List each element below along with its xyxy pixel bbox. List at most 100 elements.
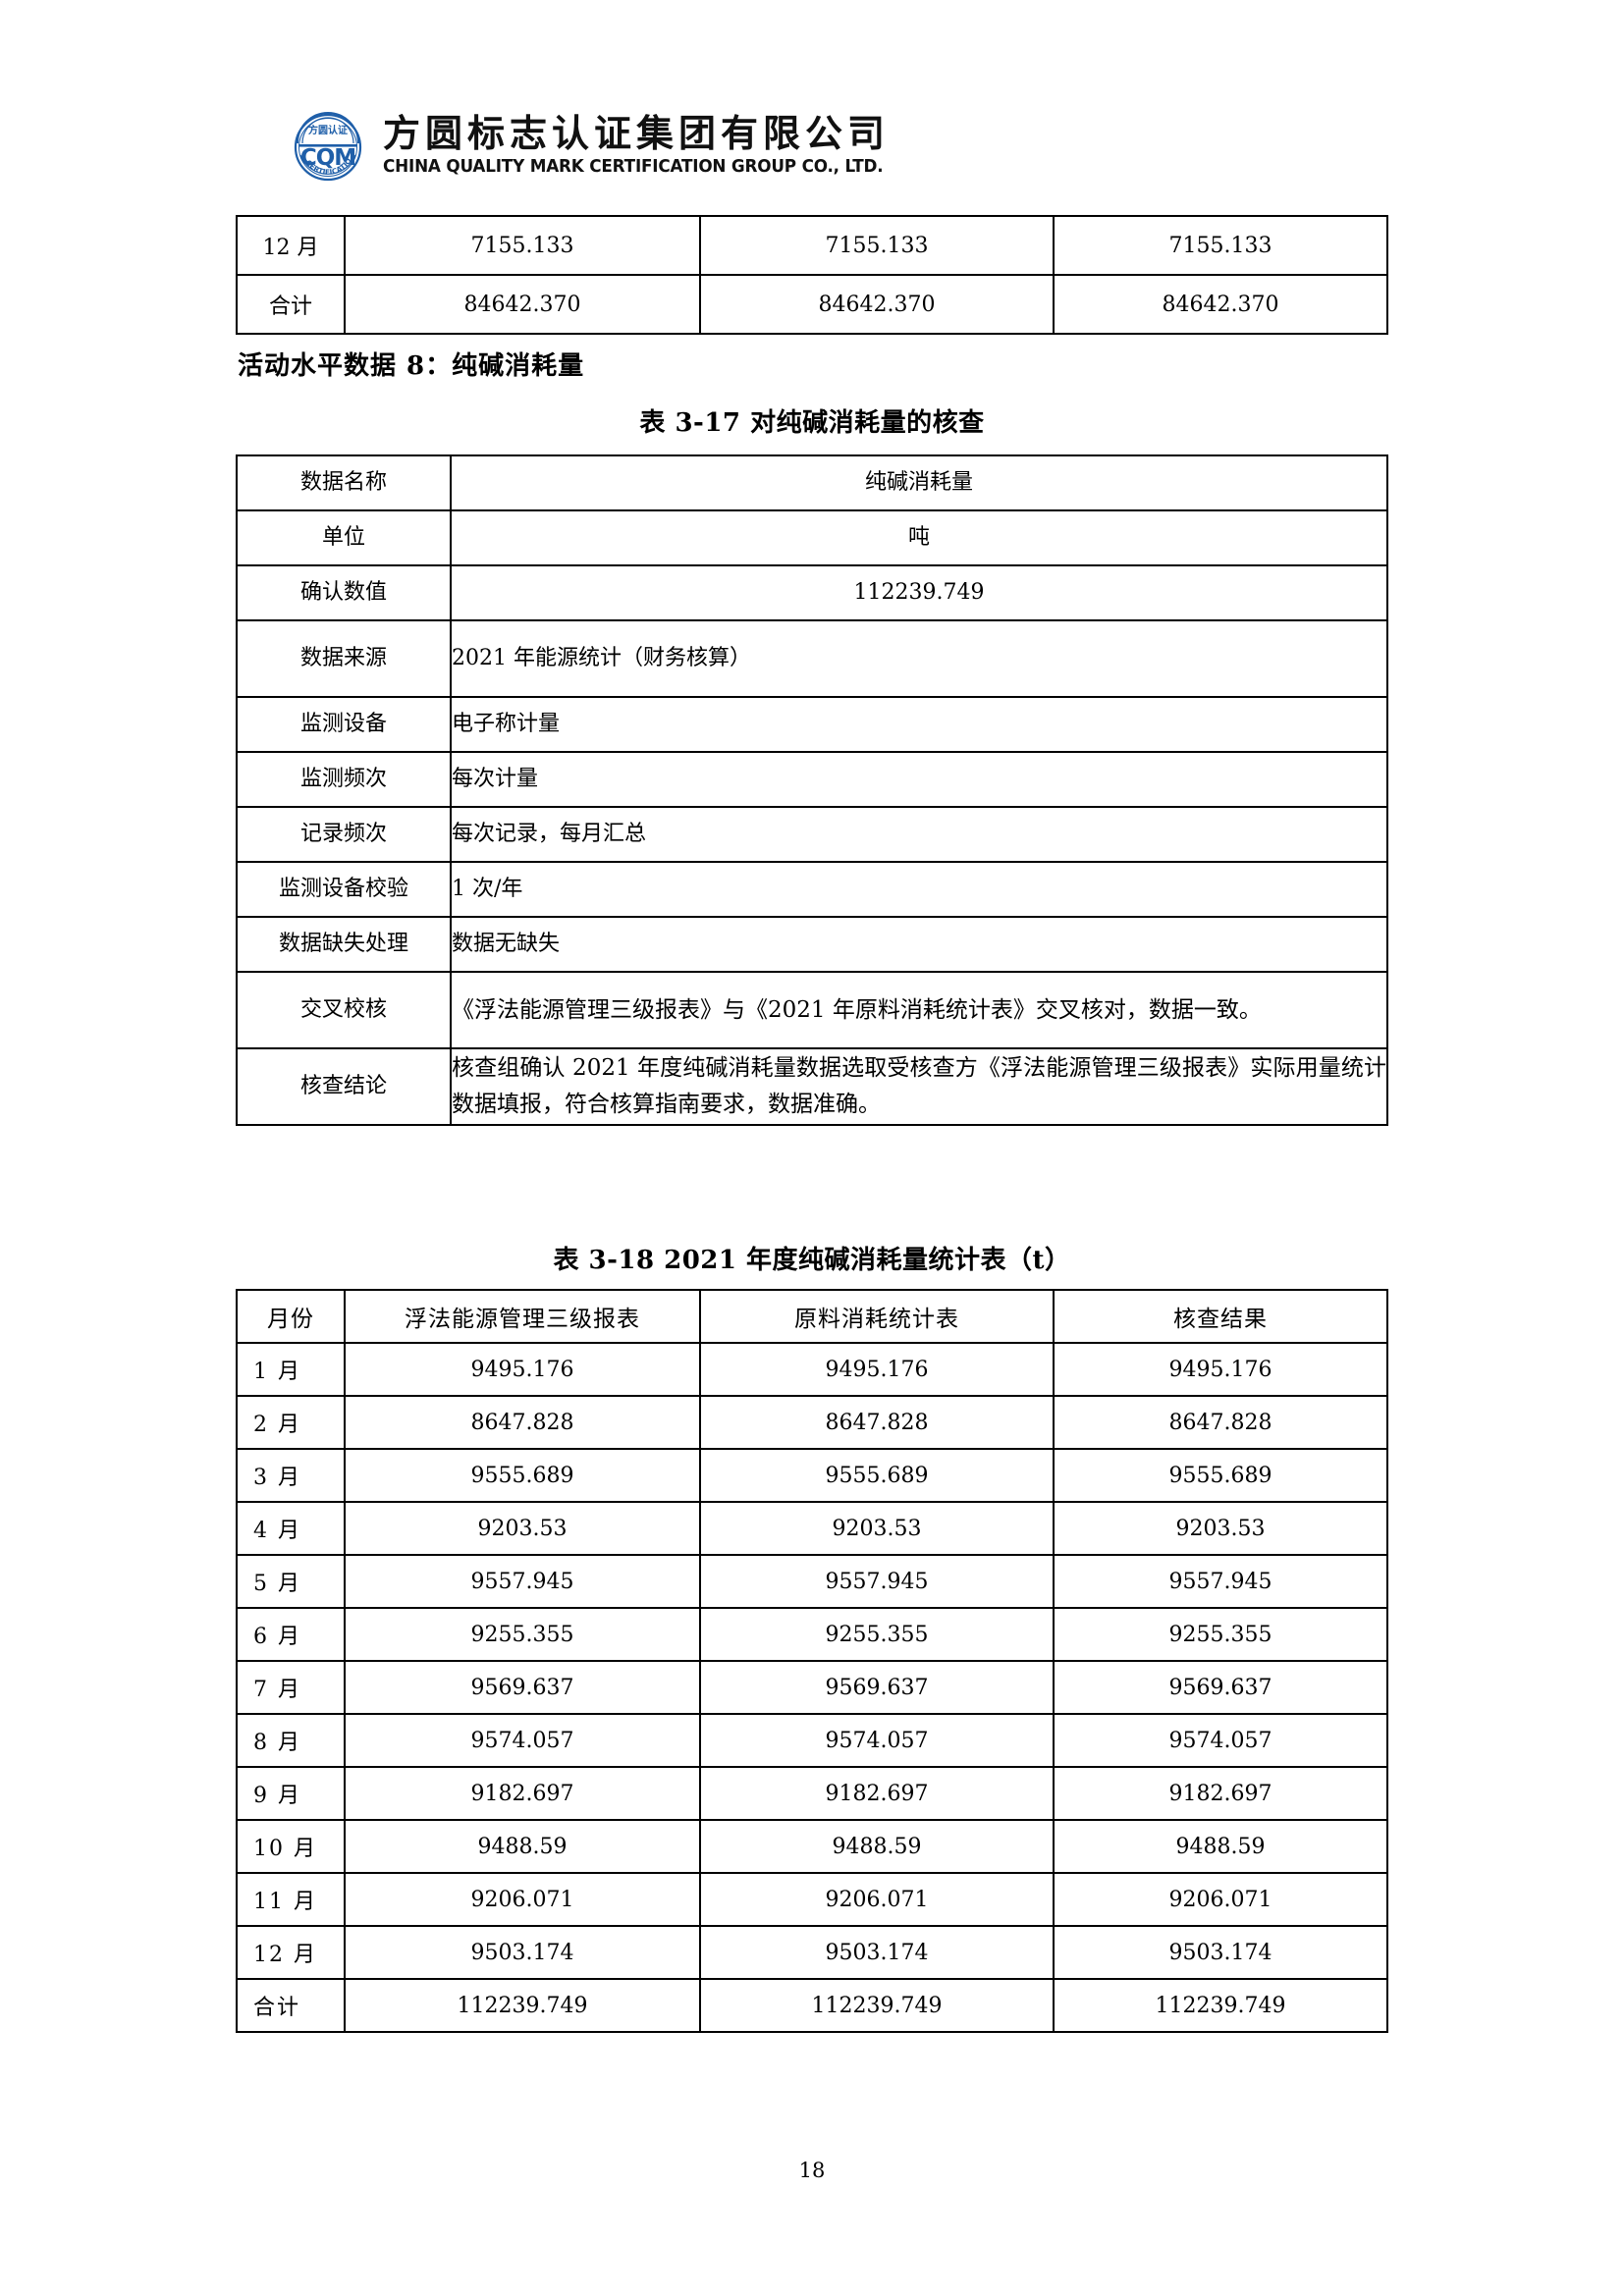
cell-month: 7 月 <box>236 1660 346 1715</box>
row-value: 每次记录，每月汇总 <box>450 806 1388 863</box>
cell-value-b: 9182.697 <box>699 1766 1055 1821</box>
table-row: 6 月 9255.355 9255.355 9255.355 <box>236 1607 1388 1662</box>
col-header-month: 月份 <box>236 1289 346 1344</box>
table-row: 单位吨 <box>236 509 1388 566</box>
row-value: 每次计量 <box>450 751 1388 808</box>
cell-month: 5 月 <box>236 1554 346 1609</box>
col-header-source-b: 原料消耗统计表 <box>699 1289 1055 1344</box>
cell-value-a: 9557.945 <box>344 1554 701 1609</box>
cell-value-a: 112239.749 <box>344 1978 701 2033</box>
table-317-verification: 数据名称 纯碱消耗量 单位吨确认数值 112239.749 数据来源 2021 年能源统计… <box>236 454 1388 1126</box>
cell-value-c: 9255.355 <box>1053 1607 1388 1662</box>
row-label: 交叉校核 <box>236 971 452 1049</box>
cell-value-b: 9555.689 <box>699 1448 1055 1503</box>
cell-value-a: 84642.370 <box>344 274 701 335</box>
cell-value-b: 9255.355 <box>699 1607 1055 1662</box>
table-row: 7 月 9569.637 9569.637 9569.637 <box>236 1660 1388 1715</box>
table-row: 11 月 9206.071 9206.071 9206.071 <box>236 1872 1388 1927</box>
table-row: 确认数值 112239.749 <box>236 564 1388 621</box>
cell-month: 2 月 <box>236 1395 346 1450</box>
cell-value-c: 9495.176 <box>1053 1342 1388 1397</box>
page-number: 18 <box>798 2159 826 2182</box>
cell-month: 3 月 <box>236 1448 346 1503</box>
table-row: 9 月 9182.697 9182.697 9182.697 <box>236 1766 1388 1821</box>
cell-month: 1 月 <box>236 1342 346 1397</box>
table-row: 1 月 9495.176 9495.176 9495.176 <box>236 1342 1388 1397</box>
table-318-caption: 表 3-18 2021 年度纯碱消耗量统计表（t） <box>553 1246 1071 1275</box>
cell-value-b: 7155.133 <box>699 215 1055 276</box>
cell-value-b: 9495.176 <box>699 1342 1055 1397</box>
cqm-logo-icon: 方圆认证 CQM CERTIFICATION <box>287 104 369 187</box>
row-label: 数据来源 <box>236 619 452 698</box>
cell-value-c: 9574.057 <box>1053 1713 1388 1768</box>
cell-value-a: 9206.071 <box>344 1872 701 1927</box>
table-row: 10 月 9488.59 9488.59 9488.59 <box>236 1819 1388 1874</box>
table-row: 合计 112239.749 112239.749 112239.749 <box>236 1978 1388 2033</box>
table-row: 3 月 9555.689 9555.689 9555.689 <box>236 1448 1388 1503</box>
cell-value-b: 9206.071 <box>699 1872 1055 1927</box>
table-row: 数据缺失处理 数据无缺失 <box>236 916 1388 973</box>
table-row: 8 月 9574.057 9574.057 9574.057 <box>236 1713 1388 1768</box>
table-row: 核查结论 核查组确认 2021 年度纯碱消耗量数据选取受核查方《浮法能源管理三级报… <box>236 1047 1388 1126</box>
cell-value-a: 9255.355 <box>344 1607 701 1662</box>
row-label: 记录频次 <box>236 806 452 863</box>
cell-value-b: 9488.59 <box>699 1819 1055 1874</box>
cell-value-c: 9555.689 <box>1053 1448 1388 1503</box>
row-label: 监测设备校验 <box>236 861 452 918</box>
row-label: 数据名称 <box>236 454 452 511</box>
table-row: 数据来源 2021 年能源统计（财务核算） <box>236 619 1388 698</box>
table-row: 数据名称 纯碱消耗量 <box>236 454 1388 511</box>
company-name-cn: 方圆标志认证集团有限公司 <box>383 111 891 155</box>
row-value: 《浮法能源管理三级报表》与《2021 年原料消耗统计表》交叉核对，数据一致。 <box>450 971 1388 1049</box>
cell-month: 12 月 <box>236 215 346 276</box>
row-value: 纯碱消耗量 <box>450 454 1388 511</box>
cell-value-c: 9503.174 <box>1053 1925 1388 1980</box>
cell-month: 10 月 <box>236 1819 346 1874</box>
cell-month: 8 月 <box>236 1713 346 1768</box>
cell-value-c: 9557.945 <box>1053 1554 1388 1609</box>
cell-value-c: 8647.828 <box>1053 1395 1388 1450</box>
cell-month: 6 月 <box>236 1607 346 1662</box>
section-heading: 活动水平数据 8：纯碱消耗量 <box>238 351 585 381</box>
cell-value-b: 8647.828 <box>699 1395 1055 1450</box>
cell-month: 合计 <box>236 274 346 335</box>
table-318-monthly-stats: 月份 浮法能源管理三级报表 原料消耗统计表 核查结果 1 月 9495.176 94… <box>236 1289 1388 2033</box>
cell-value-c: 7155.133 <box>1053 215 1388 276</box>
row-label: 确认数值 <box>236 564 452 621</box>
cell-value-a: 8647.828 <box>344 1395 701 1450</box>
table-header-row: 月份 浮法能源管理三级报表 原料消耗统计表 核查结果 <box>236 1289 1388 1344</box>
table-row: 记录频次 每次记录，每月汇总 <box>236 806 1388 863</box>
company-name-en: CHINA QUALITY MARK CERTIFICATION GROUP C… <box>383 156 884 177</box>
row-label: 核查结论 <box>236 1047 452 1126</box>
col-header-result: 核查结果 <box>1053 1289 1388 1344</box>
cell-value-a: 9488.59 <box>344 1819 701 1874</box>
cell-value-c: 9182.697 <box>1053 1766 1388 1821</box>
cell-month: 9 月 <box>236 1766 346 1821</box>
table-317-caption: 表 3-17 对纯碱消耗量的核查 <box>639 408 985 438</box>
cell-value-a: 9503.174 <box>344 1925 701 1980</box>
cell-value-c: 9569.637 <box>1053 1660 1388 1715</box>
cell-value-b: 9203.53 <box>699 1501 1055 1556</box>
cell-value-a: 9569.637 <box>344 1660 701 1715</box>
table-317-body: 数据名称 纯碱消耗量 单位吨确认数值 112239.749 数据来源 2021 年能源统计… <box>236 454 1388 1126</box>
cell-value-b: 9574.057 <box>699 1713 1055 1768</box>
cell-value-b: 9557.945 <box>699 1554 1055 1609</box>
row-value: 112239.749 <box>450 564 1388 621</box>
continued-data-table: 12 月 7155.133 7155.133 7155.133 合计 84642… <box>236 215 1388 335</box>
table-row: 12 月 7155.133 7155.133 7155.133 <box>236 215 1388 276</box>
cell-value-a: 9555.689 <box>344 1448 701 1503</box>
table-row: 交叉校核 《浮法能源管理三级报表》与《2021 年原料消耗统计表》交叉核对，数据一… <box>236 971 1388 1049</box>
table-row: 监测频次 每次计量 <box>236 751 1388 808</box>
cell-value-b: 112239.749 <box>699 1978 1055 2033</box>
table-row: 监测设备 电子称计量 <box>236 696 1388 753</box>
row-value: 吨 <box>450 509 1388 566</box>
cell-value-a: 7155.133 <box>344 215 701 276</box>
cell-value-a: 9182.697 <box>344 1766 701 1821</box>
row-value: 核查组确认 2021 年度纯碱消耗量数据选取受核查方《浮法能源管理三级报表》实际… <box>450 1047 1388 1126</box>
svg-text:方圆认证: 方圆认证 <box>308 124 348 136</box>
cell-month: 11 月 <box>236 1872 346 1927</box>
row-label: 监测设备 <box>236 696 452 753</box>
table-row: 合计 84642.370 84642.370 84642.370 <box>236 274 1388 335</box>
row-value: 电子称计量 <box>450 696 1388 753</box>
